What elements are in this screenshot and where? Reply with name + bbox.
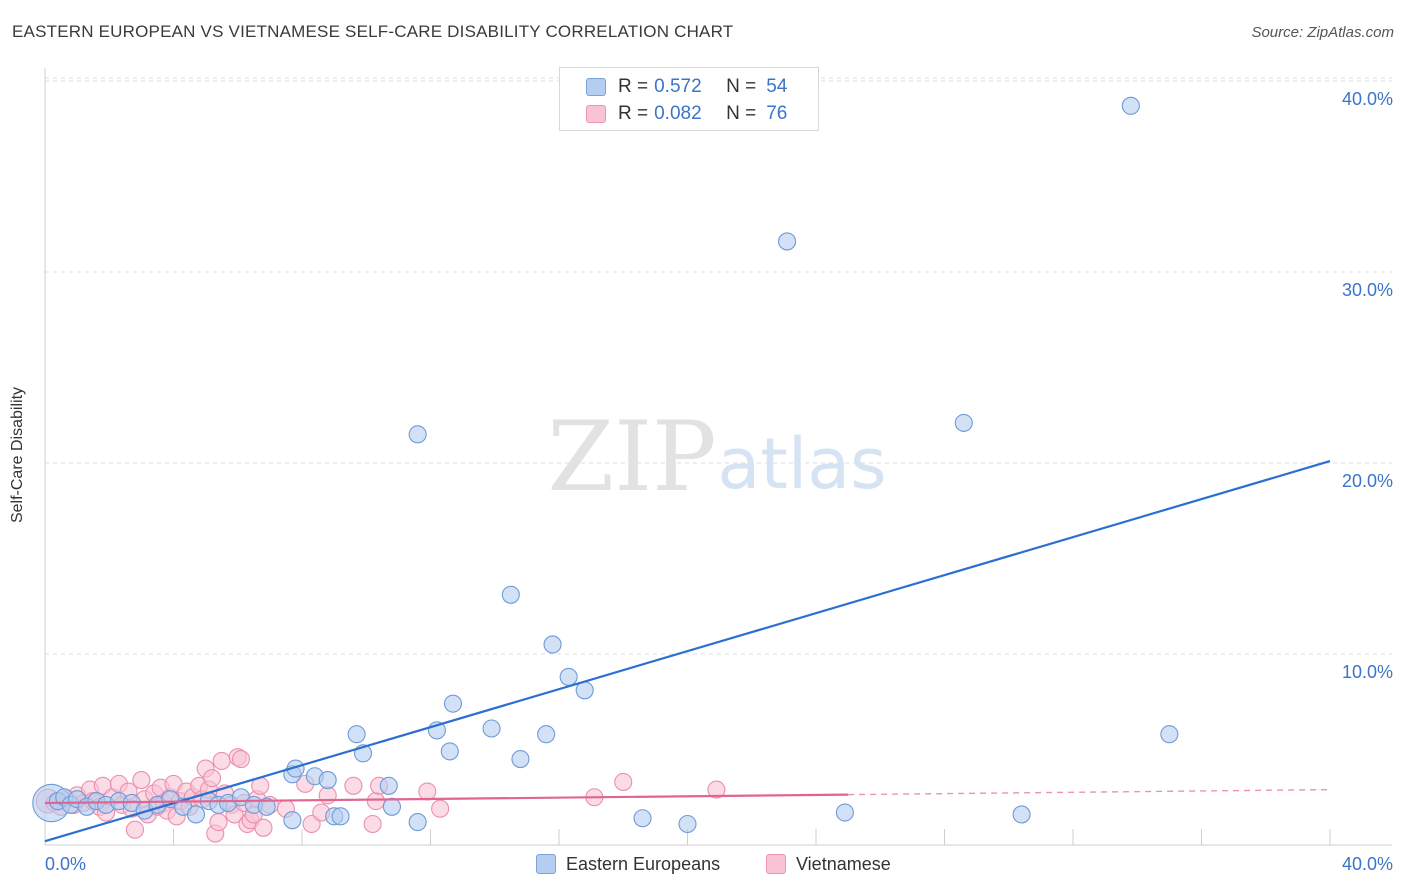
vietnamese-point [418, 782, 437, 801]
gridlines [45, 77, 1392, 655]
bottom-legend-swatch-blue [536, 854, 556, 874]
bottom-legend-label: Vietnamese [796, 853, 891, 874]
bottom-legend-label: Eastern Europeans [566, 853, 721, 874]
vietnamese-point [203, 769, 222, 788]
eastern-europeans-point [954, 413, 973, 432]
eastern-europeans-point [408, 813, 427, 832]
vietnamese-point [231, 749, 251, 769]
eastern-europeans-point [382, 797, 402, 816]
eastern-europeans-point [443, 694, 463, 713]
bottom-legend-swatch-pink [766, 854, 786, 874]
chart-title: EASTERN EUROPEAN VS VIETNAMESE SELF-CARE… [12, 22, 734, 41]
legend-swatch-blue [586, 78, 606, 96]
eastern-europeans-point [543, 635, 562, 654]
y-axis-label: Self-Care Disability [9, 386, 26, 524]
eastern-europeans-point [633, 809, 652, 828]
eastern-europeans-point [1121, 96, 1140, 115]
legend-r-value: 0.082 [654, 103, 702, 124]
vietnamese-point [209, 813, 228, 832]
eastern-europeans-point [501, 585, 520, 604]
legend-r-label: R = [618, 103, 649, 124]
legend-swatch-pink [586, 105, 606, 123]
eastern-europeans-point [257, 797, 276, 816]
eastern-europeans-point [482, 719, 501, 738]
axes [44, 68, 1392, 846]
eastern-europeans-point [379, 776, 398, 795]
eastern-europeans-point [559, 667, 578, 686]
vietnamese-point [366, 792, 385, 811]
vietnamese-trend-line-extension [848, 788, 1331, 796]
eastern-europeans-point [511, 749, 530, 769]
legend-row-vietnamese: R = 0.082 N = 76 [586, 102, 787, 126]
eastern-europeans-point [318, 771, 337, 790]
eastern-europeans-point [678, 814, 697, 834]
x-tick-label: 40.0% [1342, 854, 1393, 874]
legend-r-label: R = [618, 76, 649, 97]
eastern-europeans-point [283, 811, 302, 830]
vietnamese-point [125, 820, 144, 839]
vietnamese-point [363, 814, 382, 834]
bottom-legend-eastern-europeans: Eastern Europeans [536, 852, 720, 876]
trend-lines [44, 460, 1331, 843]
eastern-europeans-point [331, 807, 350, 826]
x-tick-label: 0.0% [45, 854, 86, 874]
y-axis-label-wrap: Self-Care Disability [9, 387, 27, 523]
y-tick-label: 20.0% [1342, 471, 1393, 491]
legend-r-value: 0.572 [654, 76, 702, 97]
vietnamese-point [344, 776, 363, 795]
vietnamese-points [35, 748, 726, 843]
source-credit: Source: ZipAtlas.com [1251, 24, 1394, 41]
bottom-legend-vietnamese: Vietnamese [766, 852, 891, 876]
tick-labels: 10.0% 20.0% 30.0% 40.0% 0.0% 40.0% [45, 89, 1393, 874]
legend-n-value: 54 [766, 76, 788, 97]
watermark-zip: ZIP [547, 401, 716, 513]
legend-n-value: 76 [766, 103, 788, 124]
watermark-atlas: atlas [717, 423, 886, 505]
eastern-europeans-point [440, 742, 459, 761]
watermark: ZIP atlas [547, 401, 886, 513]
y-tick-label: 30.0% [1342, 280, 1393, 300]
eastern-europeans-point [347, 725, 366, 744]
eastern-europeans-point [186, 805, 206, 824]
vietnamese-point [614, 772, 633, 792]
stats-legend: R = 0.572 N = 54 R = 0.082 N = 76 [559, 67, 819, 131]
legend-n-label: N = [726, 103, 757, 124]
eastern-europeans-trend-line [44, 460, 1331, 843]
eastern-europeans-point [778, 232, 797, 251]
eastern-europeans-point [408, 425, 427, 444]
vietnamese-point [707, 780, 726, 799]
y-tick-label: 10.0% [1342, 662, 1393, 682]
vietnamese-point [254, 818, 273, 837]
eastern-europeans-point [1160, 725, 1179, 744]
y-tick-label: 40.0% [1342, 89, 1393, 109]
eastern-europeans-point [835, 803, 854, 822]
vietnamese-point [318, 786, 337, 805]
eastern-europeans-point [537, 725, 556, 744]
vietnamese-point [212, 751, 231, 771]
legend-n-label: N = [726, 76, 757, 97]
vietnamese-point [132, 771, 151, 790]
eastern-europeans-point [1012, 805, 1031, 824]
legend-row-eastern-europeans: R = 0.572 N = 54 [586, 75, 787, 99]
vietnamese-trend-line [44, 793, 849, 805]
vietnamese-point [431, 799, 450, 818]
